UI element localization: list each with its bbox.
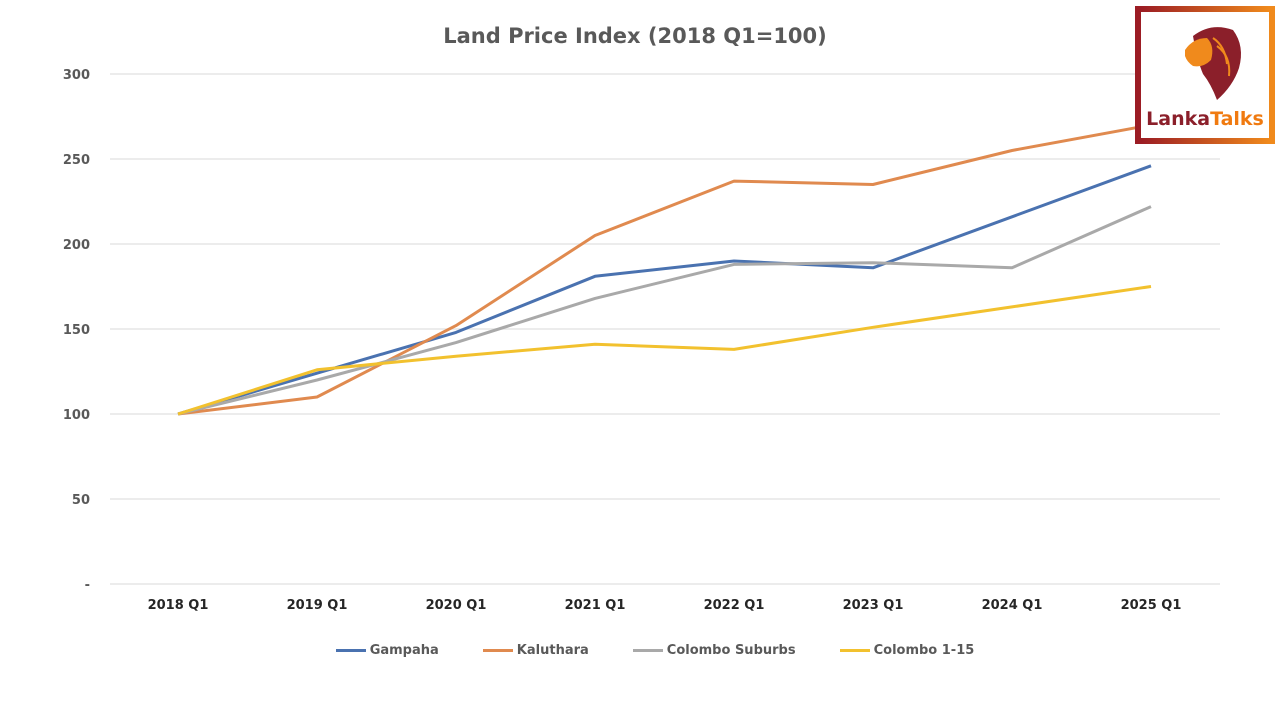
y-tick-label: 200 (63, 238, 90, 253)
legend-swatch (335, 649, 366, 652)
series-line-colombo-suburbs (177, 205, 1152, 416)
y-tick-label: 250 (63, 153, 90, 168)
x-tick-label: 2021 Q1 (565, 598, 626, 613)
legend-swatch (482, 649, 513, 652)
legend-item-gampaha: Gampaha (335, 643, 439, 658)
legend-label: Kaluthara (516, 643, 589, 658)
legend-item-colombo-1-15: Colombo 1-15 (839, 643, 975, 658)
y-tick-label: 50 (72, 493, 90, 508)
legend-item-colombo-suburbs: Colombo Suburbs (632, 643, 796, 658)
x-tick-label: 2024 Q1 (982, 598, 1043, 613)
x-tick-label: 2019 Q1 (287, 598, 348, 613)
legend-label: Colombo Suburbs (666, 643, 796, 658)
logo-text: LankaTalks (1146, 108, 1264, 130)
y-tick-label: - (85, 578, 90, 593)
series-line-colombo-1-15 (177, 285, 1152, 416)
x-tick-label: 2018 Q1 (148, 598, 209, 613)
chart-title: Land Price Index (2018 Q1=100) (443, 24, 827, 48)
legend-swatch (632, 649, 663, 652)
lankatalks-logo: LankaTalks (1135, 6, 1275, 144)
y-tick-label: 100 (63, 408, 90, 423)
lion-icon (1185, 27, 1241, 100)
legend-item-kaluthara: Kaluthara (482, 643, 589, 658)
y-tick-label: 300 (63, 68, 90, 83)
legend-swatch (839, 649, 870, 652)
x-tick-label: 2022 Q1 (704, 598, 765, 613)
legend: Gampaha Kaluthara Colombo Suburbs Colomb… (0, 643, 1280, 658)
series-line-kaluthara (177, 123, 1152, 416)
x-tick-label: 2020 Q1 (426, 598, 487, 613)
legend-label: Gampaha (369, 643, 439, 658)
y-tick-label: 150 (63, 323, 90, 338)
legend-label: Colombo 1-15 (873, 643, 975, 658)
x-tick-label: 2025 Q1 (1121, 598, 1182, 613)
x-tick-label: 2023 Q1 (843, 598, 904, 613)
